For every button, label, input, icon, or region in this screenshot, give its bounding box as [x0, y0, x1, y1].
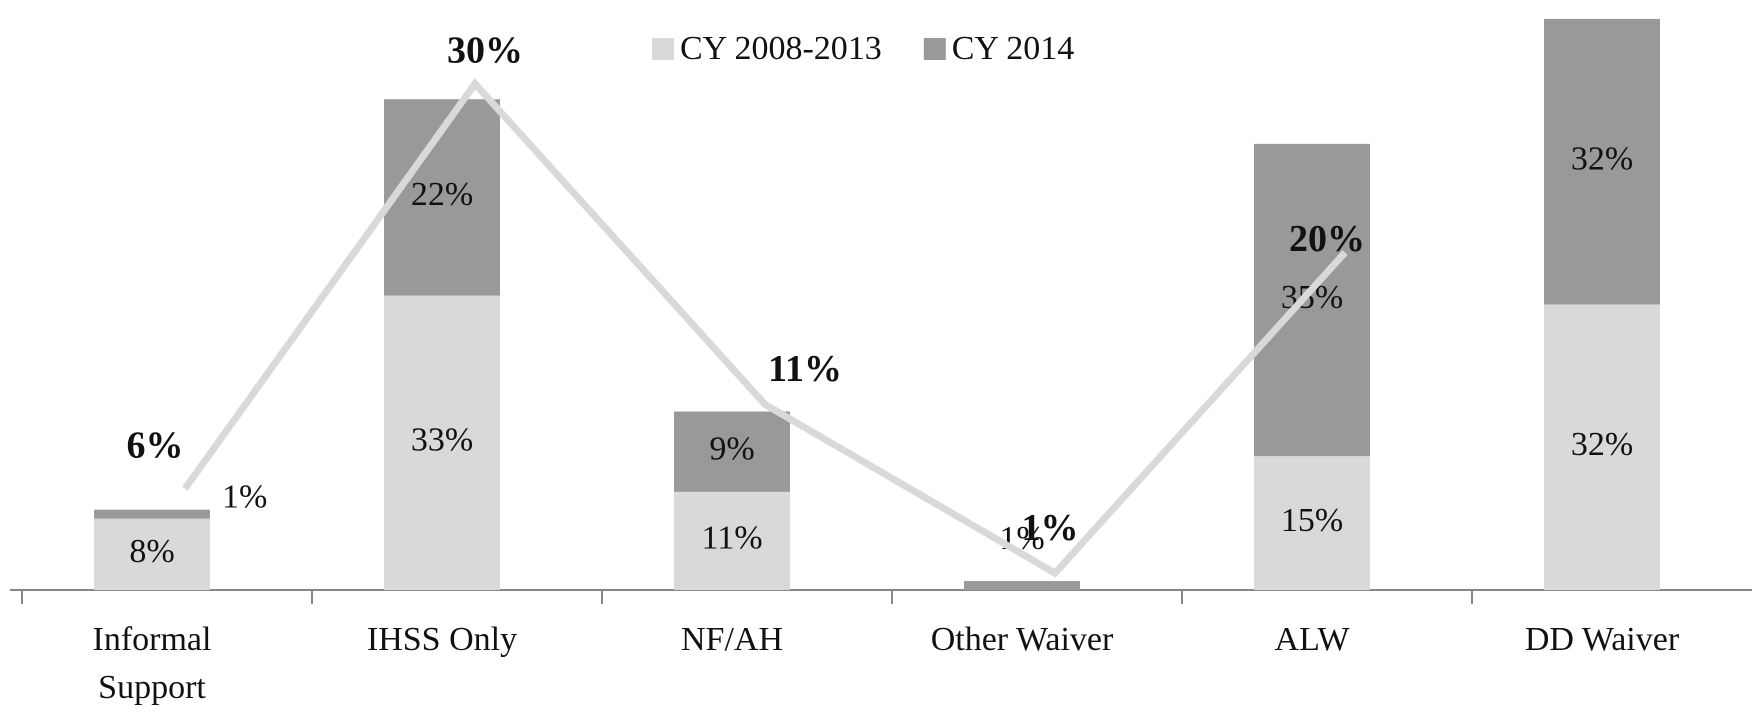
x-tick-label: Other Waiver — [931, 621, 1114, 658]
bar-segment — [1254, 143, 1370, 457]
x-tick-label-line: Informal — [93, 621, 212, 658]
x-tick-label: NF/AH — [681, 621, 783, 658]
bar-segment — [94, 509, 210, 519]
legend-swatch — [652, 38, 674, 60]
line-label: 30% — [447, 29, 523, 71]
legend-swatch — [923, 38, 946, 60]
data-label: 33% — [411, 422, 473, 459]
line-label: 6% — [127, 424, 184, 466]
data-label: 1% — [222, 478, 267, 515]
data-label: 8% — [129, 533, 174, 570]
data-label: 22% — [411, 176, 473, 213]
data-label: 32% — [1571, 426, 1633, 463]
line-label: 11% — [768, 348, 842, 390]
legend-label: CY 2008-2013 — [680, 30, 882, 67]
x-tick-label-line: Support — [98, 669, 206, 706]
bar-segment — [674, 491, 790, 590]
bar-segment — [94, 518, 210, 590]
bar-segment — [1254, 456, 1370, 590]
data-label: 9% — [709, 430, 754, 467]
data-label: 15% — [1281, 502, 1343, 539]
x-tick-label: DD Waiver — [1525, 621, 1680, 658]
line-label: 1% — [1022, 507, 1079, 549]
bar-segment — [1544, 304, 1660, 590]
x-tick-label: Informal Support — [93, 621, 212, 706]
line-label: 20% — [1289, 218, 1365, 260]
bar-segment — [964, 581, 1080, 590]
bar-segment — [674, 411, 790, 492]
legend-label: CY 2014 — [952, 30, 1074, 67]
x-tick-label: IHSS Only — [367, 621, 517, 658]
x-tick-label: ALW — [1275, 621, 1351, 658]
bar-segment — [384, 295, 500, 590]
line — [182, 78, 1348, 578]
bar-segment — [1544, 18, 1660, 305]
data-label: 32% — [1571, 140, 1633, 177]
data-label: 11% — [701, 520, 762, 557]
